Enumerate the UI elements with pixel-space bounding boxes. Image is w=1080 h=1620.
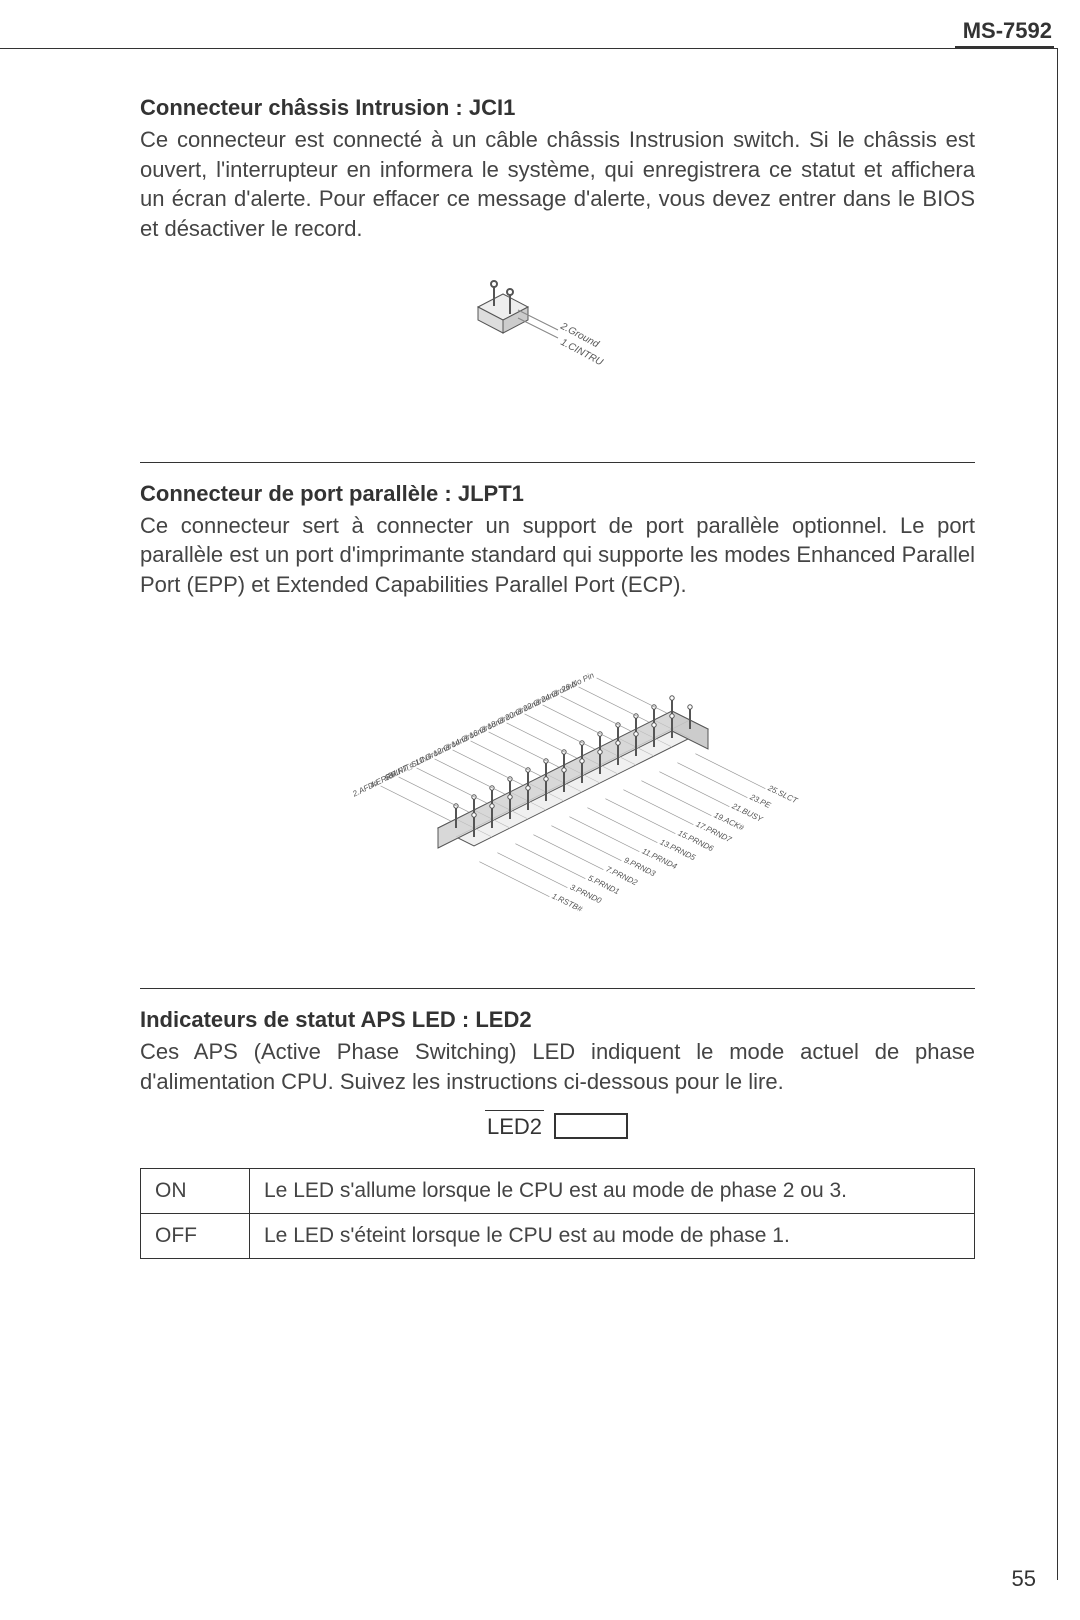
- led2-state-on: ON: [141, 1169, 250, 1214]
- led2-desc-on: Le LED s'allume lorsque le CPU est au mo…: [250, 1169, 975, 1214]
- jlpt1-diagram: 26.No Pin24.Ground22.Ground20.Ground18.G…: [140, 618, 975, 918]
- header-model-code: MS-7592: [963, 18, 1052, 44]
- divider-2: [140, 988, 975, 989]
- led2-state-off: OFF: [141, 1214, 250, 1259]
- jlpt1-title: Connecteur de port parallèle : JLPT1: [140, 481, 975, 507]
- jlpt-right-pin-1: 23.PE: [747, 792, 772, 810]
- led2-table: ON Le LED s'allume lorsque le CPU est au…: [140, 1168, 975, 1259]
- led2-indicator-row: LED2: [140, 1112, 975, 1140]
- divider-1: [140, 462, 975, 463]
- led2-title: Indicateurs de statut APS LED : LED2: [140, 1007, 975, 1033]
- section-jlpt1: Connecteur de port parallèle : JLPT1 Ce …: [140, 481, 975, 918]
- led2-label: LED2: [487, 1112, 542, 1140]
- jci1-title: Connecteur châssis Intrusion : JCI1: [140, 95, 975, 121]
- jlpt1-body: Ce connecteur sert à connecter un suppor…: [140, 511, 975, 600]
- top-rule: [0, 48, 1058, 49]
- table-row: ON Le LED s'allume lorsque le CPU est au…: [141, 1169, 975, 1214]
- right-rule: [1057, 48, 1058, 1580]
- led2-desc-off: Le LED s'éteint lorsque le CPU est au mo…: [250, 1214, 975, 1259]
- page-number: 55: [1012, 1566, 1036, 1592]
- jci1-diagram: 2.Ground 1.CINTRU: [140, 262, 975, 392]
- section-led2: Indicateurs de statut APS LED : LED2 Ces…: [140, 1007, 975, 1259]
- led2-body: Ces APS (Active Phase Switching) LED ind…: [140, 1037, 975, 1096]
- led2-box-icon: [554, 1113, 628, 1139]
- jlpt-left-pin-12: 2.AFD#: [350, 778, 380, 799]
- table-row: OFF Le LED s'éteint lorsque le CPU est a…: [141, 1214, 975, 1259]
- jci1-body: Ce connecteur est connecté à un câble ch…: [140, 125, 975, 244]
- section-jci1: Connecteur châssis Intrusion : JCI1 Ce c…: [140, 95, 975, 392]
